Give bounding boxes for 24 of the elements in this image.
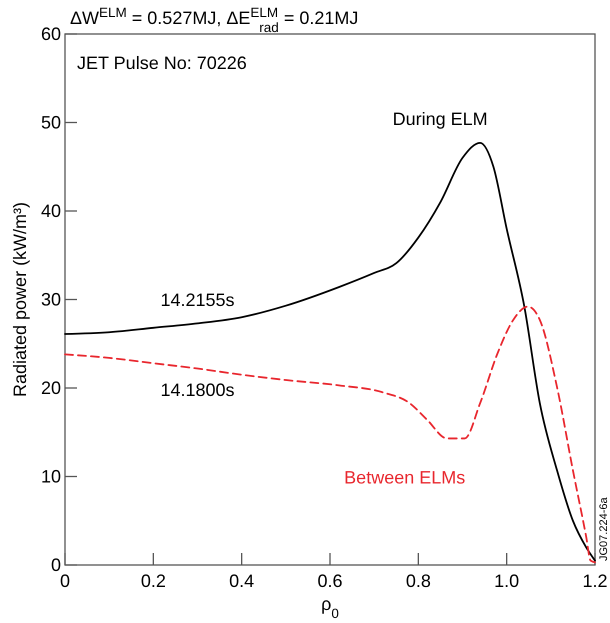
annotation: JET Pulse No: 70226 — [77, 53, 247, 73]
annotation: 14.2155s — [160, 290, 235, 310]
y-tick-label: 60 — [40, 24, 61, 44]
annotation: 14.1800s — [160, 380, 235, 400]
x-tick-label: 1.0 — [494, 571, 520, 591]
y-tick-label: 40 — [40, 201, 61, 221]
x-tick-label: 0.4 — [229, 571, 254, 591]
line-series — [64, 142, 596, 562]
chart-title: ΔW$^{ELM}$ = 0.527MJ, ΔE$^{ELM}$$_{rad}$ = 0.21MJ — [70, 4, 358, 34]
y-tick-label: 10 — [40, 466, 61, 486]
x-tick-label: 0.2 — [140, 571, 166, 591]
x-tick-label: 0.8 — [406, 571, 431, 591]
line-series — [64, 306, 596, 564]
series-label: During ELM — [392, 108, 488, 129]
series-label: Between ELMs — [344, 467, 466, 488]
y-tick-label: 20 — [40, 378, 61, 398]
x-tick-label: 1.2 — [582, 571, 608, 591]
y-tick-label: 30 — [40, 290, 61, 310]
x-tick-label: 0.6 — [317, 571, 343, 591]
text: JG07.224-6a — [598, 496, 610, 561]
x-axis-title: ρ$_{0}$ — [321, 594, 339, 620]
y-axis-title: Radiated power (kW/m³) — [10, 202, 30, 398]
y-tick-label: 50 — [40, 112, 61, 132]
y-tick-label: 0 — [50, 555, 61, 575]
